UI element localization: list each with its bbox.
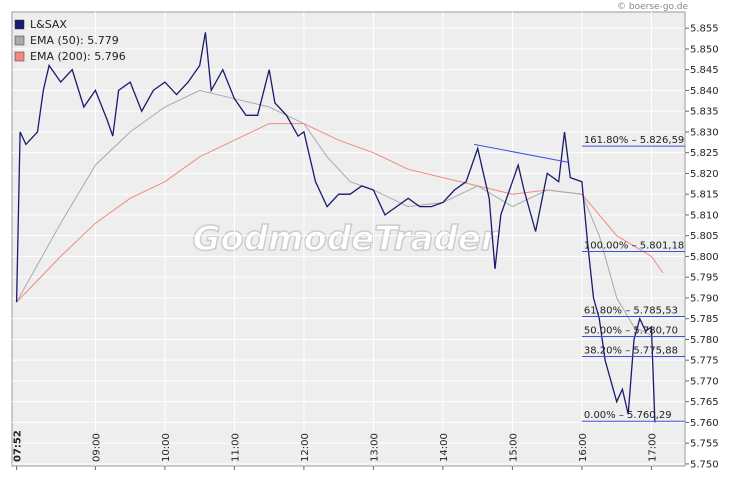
legend-label: EMA (50): 5.779 xyxy=(30,34,119,47)
y-tick-label: 5.815 xyxy=(690,190,719,201)
x-tick-label: 09:00 xyxy=(91,433,102,462)
fib-label: 100.00% – 5.801,18 xyxy=(584,241,684,252)
plot-area xyxy=(11,11,686,467)
fib-label: 161.80% – 5.826,59 xyxy=(584,135,684,146)
y-tick-label: 5.845 xyxy=(690,65,719,76)
x-tick-label: 15:00 xyxy=(508,433,519,462)
fib-label: 0.00% – 5.760,29 xyxy=(584,410,672,421)
legend-label: L&SAX xyxy=(30,18,67,31)
x-tick-label: 07:52 xyxy=(13,430,24,462)
y-tick-label: 5.765 xyxy=(690,397,719,408)
x-tick-label: 10:00 xyxy=(161,433,172,462)
credit: © boerse-go.de xyxy=(617,2,688,12)
y-tick-label: 5.855 xyxy=(690,24,719,35)
x-tick-label: 12:00 xyxy=(300,433,311,462)
legend-label: EMA (200): 5.796 xyxy=(30,50,126,63)
legend-swatch xyxy=(14,51,25,62)
y-tick-label: 5.830 xyxy=(690,127,719,138)
y-tick-label: 5.780 xyxy=(690,335,719,346)
y-tick-label: 5.805 xyxy=(690,231,719,242)
y-tick-label: 5.840 xyxy=(690,86,719,97)
trendline xyxy=(474,143,569,163)
y-tick-label: 5.835 xyxy=(690,107,719,118)
x-tick-label: 14:00 xyxy=(439,433,450,462)
y-tick-label: 5.820 xyxy=(690,169,719,180)
y-tick-label: 5.775 xyxy=(690,356,719,367)
y-tick-label: 5.785 xyxy=(690,314,719,325)
fib-label: 38.20% – 5.775,88 xyxy=(584,346,678,357)
y-tick-label: 5.825 xyxy=(690,148,719,159)
watermark: GodmodeTrader xyxy=(192,219,499,259)
y-tick-label: 5.790 xyxy=(690,293,719,304)
y-tick-label: 5.750 xyxy=(690,459,719,470)
x-tick-label: 17:00 xyxy=(647,433,658,462)
fib-label: 50.00% – 5.780,70 xyxy=(584,326,678,337)
y-tick-label: 5.755 xyxy=(690,439,719,450)
x-tick-label: 11:00 xyxy=(230,433,241,462)
y-tick-label: 5.810 xyxy=(690,210,719,221)
series-line xyxy=(15,32,656,423)
y-tick-label: 5.770 xyxy=(690,376,719,387)
y-tick-label: 5.795 xyxy=(690,273,719,284)
legend-swatch xyxy=(14,35,25,46)
y-tick-label: 5.760 xyxy=(690,418,719,429)
x-tick-label: 16:00 xyxy=(578,433,589,462)
x-tick-label: 13:00 xyxy=(369,433,380,462)
legend-swatch xyxy=(14,19,25,30)
fib-label: 61.80% – 5.785,53 xyxy=(584,305,678,316)
y-tick-label: 5.850 xyxy=(690,44,719,55)
y-tick-label: 5.800 xyxy=(690,252,719,263)
